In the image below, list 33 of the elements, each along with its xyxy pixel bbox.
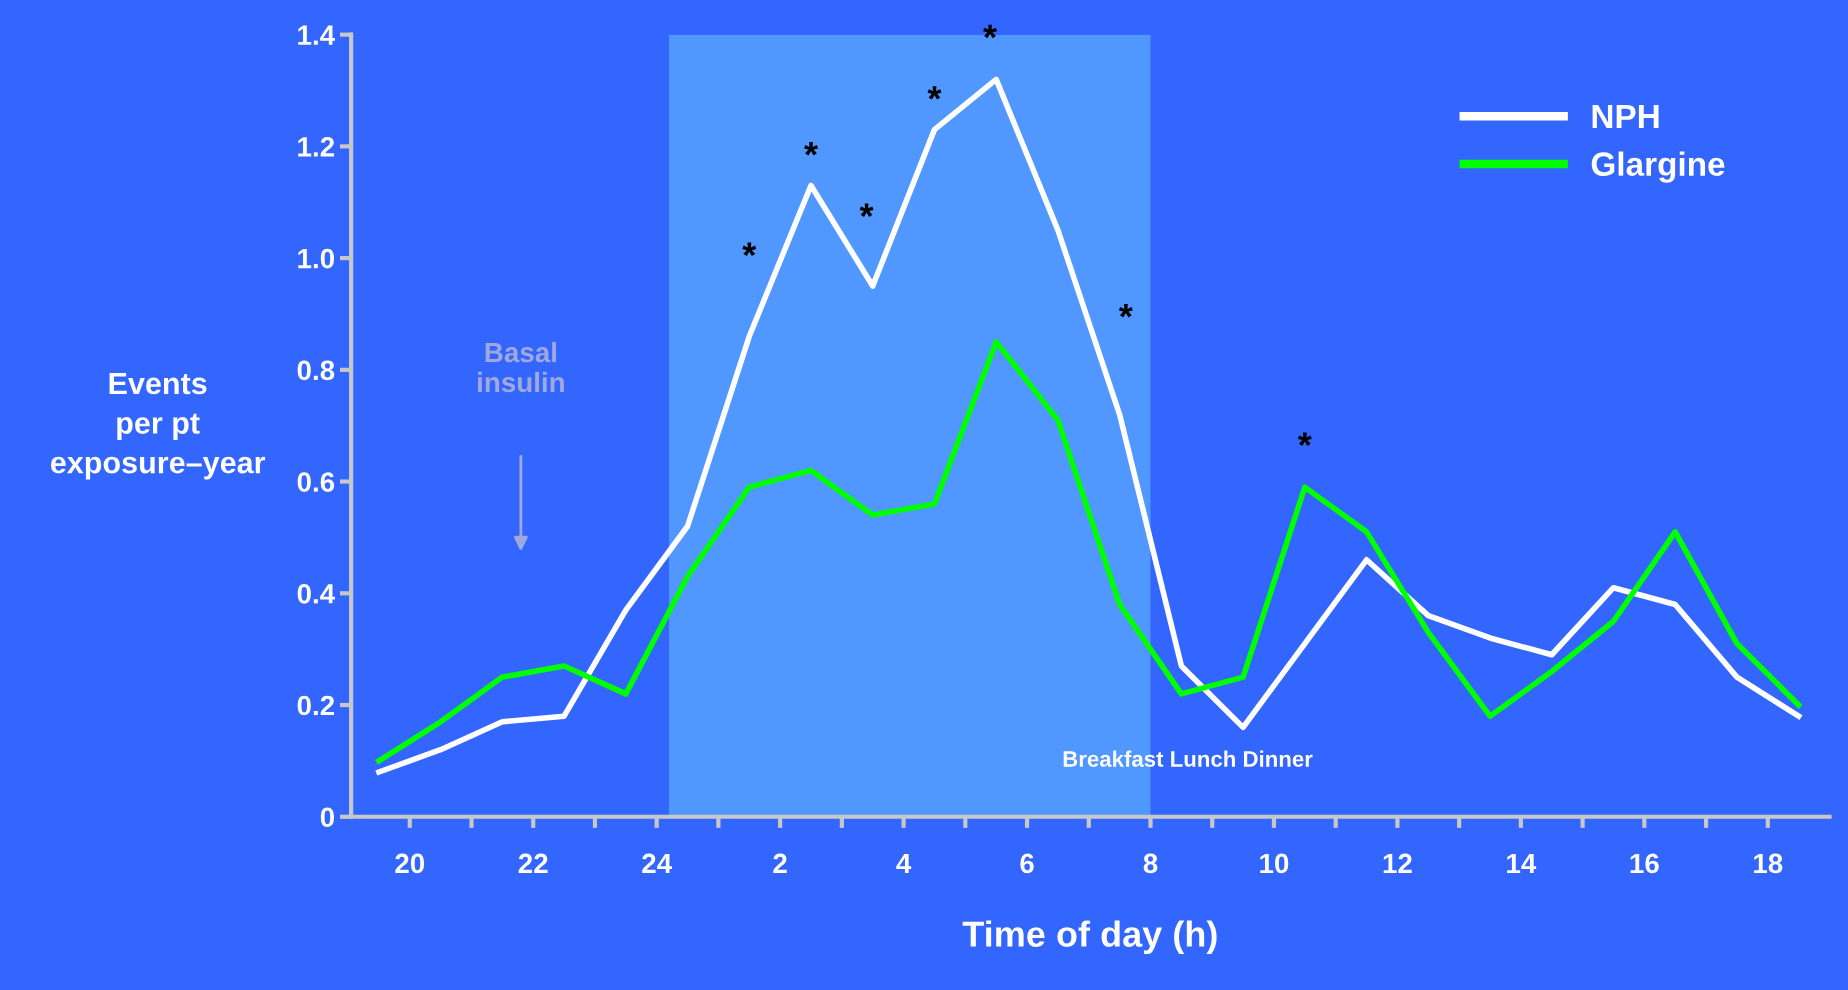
x-tick-label: 14 bbox=[1507, 853, 1537, 873]
x-tick-label: 24 bbox=[642, 853, 672, 873]
x-tick-label: 12 bbox=[1383, 853, 1412, 873]
annotation: * bbox=[859, 203, 874, 217]
annotation: * bbox=[983, 24, 997, 39]
x-tick-label: 20 bbox=[395, 853, 425, 874]
y-tick-label: 1.4 bbox=[298, 25, 335, 45]
x-tick-label: 4 bbox=[896, 853, 912, 873]
annotation: Breakfast Lunch Dinner bbox=[1063, 750, 1313, 767]
x-tick-label: 6 bbox=[1020, 853, 1034, 874]
annotation: * bbox=[742, 242, 757, 257]
annotation: Basal insulin bbox=[478, 341, 564, 393]
annotation: * bbox=[927, 86, 942, 100]
x-tick-label: 16 bbox=[1630, 853, 1659, 874]
annotation: * bbox=[1297, 432, 1312, 446]
y-tick-label: 0.4 bbox=[297, 583, 335, 604]
x-tick-label: 8 bbox=[1143, 853, 1158, 874]
x-tick-label: 10 bbox=[1260, 853, 1289, 874]
legend-label: NPH bbox=[1592, 104, 1659, 128]
x-tick-label: 22 bbox=[518, 853, 548, 873]
x-axis-title: Time of day (h) bbox=[962, 920, 1217, 955]
y-tick-label: 0.8 bbox=[297, 360, 335, 381]
annotation: * bbox=[804, 142, 818, 156]
legend-label: Glargine bbox=[1591, 151, 1725, 183]
y-tick-label: 1.2 bbox=[298, 137, 335, 157]
y-tick-label: 0 bbox=[320, 807, 335, 828]
annotation: * bbox=[1118, 304, 1133, 318]
x-tick-label: 2 bbox=[773, 853, 787, 873]
y-tick-label: 0.6 bbox=[297, 472, 335, 492]
y-axis-title: Events per pt exposure–year bbox=[50, 373, 266, 480]
x-tick-label: 18 bbox=[1754, 853, 1783, 874]
y-tick-label: 1.0 bbox=[298, 248, 335, 269]
y-tick-label: 0.2 bbox=[297, 695, 335, 716]
